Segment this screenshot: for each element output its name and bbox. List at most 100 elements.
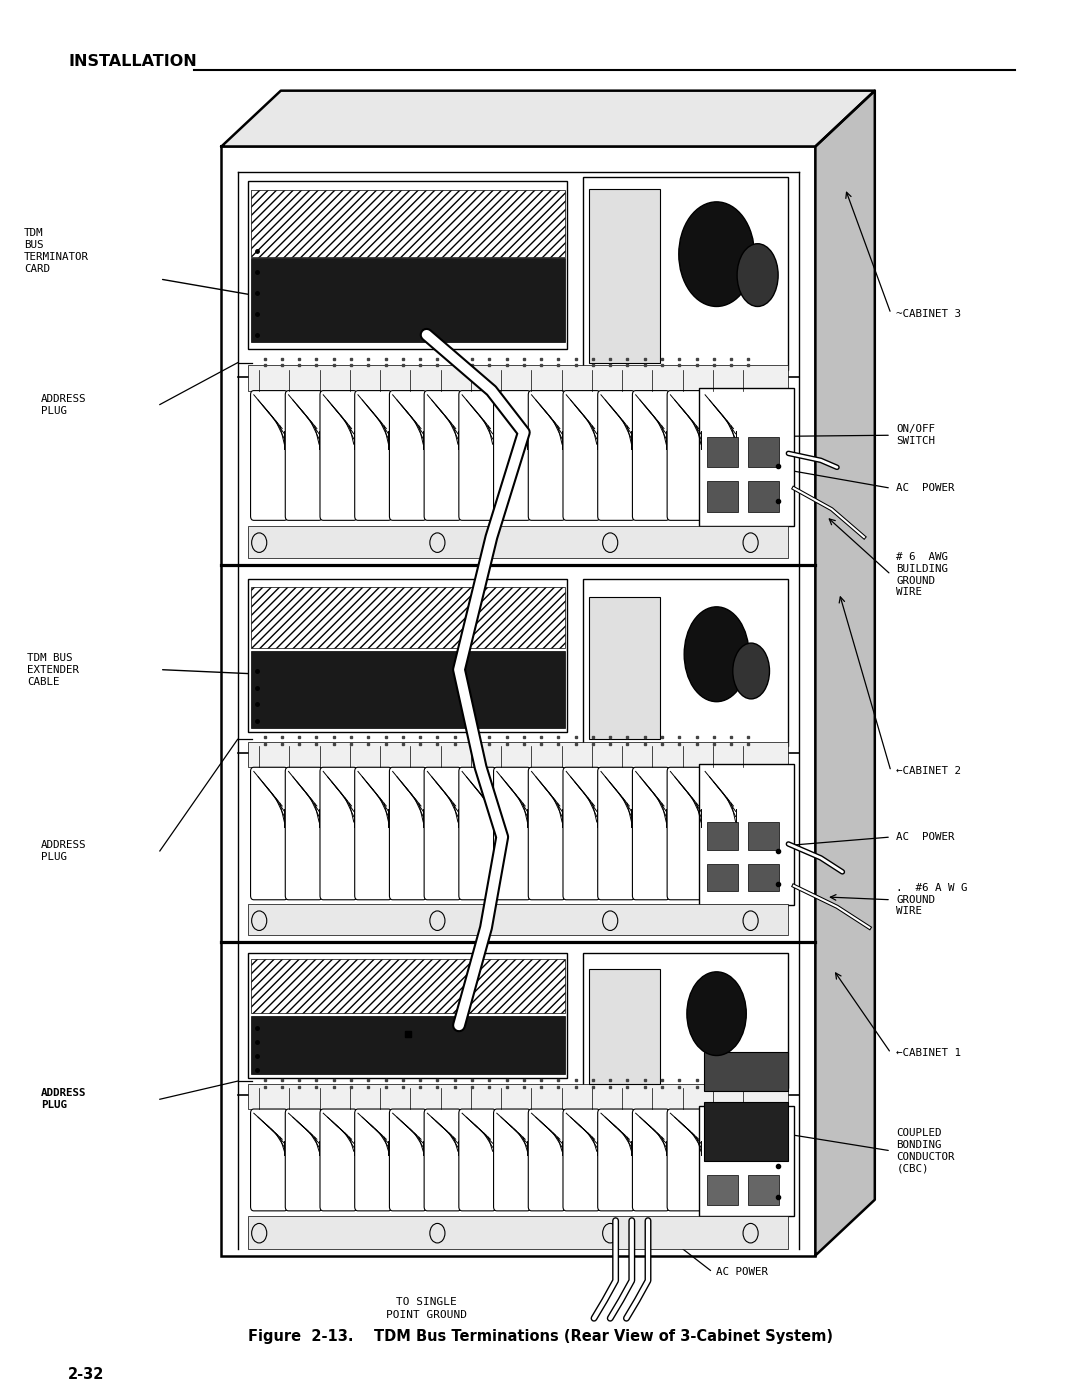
Bar: [748, 822, 779, 850]
Bar: [589, 970, 661, 1084]
Text: INSTALLATION: INSTALLATION: [68, 54, 197, 68]
Bar: [251, 651, 565, 728]
FancyBboxPatch shape: [494, 1109, 530, 1211]
FancyBboxPatch shape: [597, 767, 635, 900]
FancyBboxPatch shape: [667, 767, 704, 900]
FancyBboxPatch shape: [528, 767, 565, 900]
FancyBboxPatch shape: [320, 1109, 357, 1211]
Bar: [251, 258, 565, 342]
Text: ←CABINET 2: ←CABINET 2: [896, 766, 961, 777]
Text: COUPLED
BONDING
CONDUCTOR
(CBC): COUPLED BONDING CONDUCTOR (CBC): [896, 1129, 955, 1173]
Bar: [583, 177, 788, 370]
FancyBboxPatch shape: [494, 767, 530, 900]
Bar: [248, 365, 788, 391]
Text: # 6  AWG
BUILDING
GROUND
WIRE: # 6 AWG BUILDING GROUND WIRE: [896, 552, 948, 597]
FancyBboxPatch shape: [459, 1109, 496, 1211]
FancyBboxPatch shape: [285, 767, 322, 900]
FancyBboxPatch shape: [702, 391, 739, 520]
Bar: [704, 1102, 788, 1161]
FancyBboxPatch shape: [424, 391, 461, 520]
Text: AC  POWER: AC POWER: [896, 483, 955, 494]
FancyBboxPatch shape: [597, 391, 635, 520]
FancyBboxPatch shape: [667, 391, 704, 520]
Text: 2-32: 2-32: [68, 1367, 105, 1381]
FancyBboxPatch shape: [633, 1109, 670, 1211]
Polygon shape: [815, 91, 875, 1256]
Ellipse shape: [678, 202, 754, 307]
FancyBboxPatch shape: [424, 767, 461, 900]
Polygon shape: [221, 91, 875, 146]
Text: TDM BUS
EXTENDER
CABLE: TDM BUS EXTENDER CABLE: [27, 653, 79, 686]
FancyBboxPatch shape: [563, 391, 600, 520]
FancyBboxPatch shape: [494, 391, 530, 520]
FancyBboxPatch shape: [597, 1109, 635, 1211]
Text: TO SINGLE
POINT GROUND: TO SINGLE POINT GROUND: [387, 1297, 468, 1320]
Bar: [707, 822, 738, 850]
Text: ←CABINET 1: ←CABINET 1: [896, 1048, 961, 1059]
Bar: [251, 960, 565, 1013]
Bar: [704, 1052, 788, 1091]
FancyBboxPatch shape: [251, 1109, 287, 1211]
FancyBboxPatch shape: [424, 1109, 461, 1211]
FancyBboxPatch shape: [320, 391, 357, 520]
FancyBboxPatch shape: [563, 767, 600, 900]
Bar: [248, 904, 788, 935]
FancyBboxPatch shape: [459, 391, 496, 520]
Bar: [248, 1084, 788, 1109]
FancyBboxPatch shape: [459, 767, 496, 900]
FancyBboxPatch shape: [390, 767, 427, 900]
Bar: [248, 526, 788, 558]
FancyBboxPatch shape: [563, 1109, 600, 1211]
Bar: [707, 481, 738, 512]
FancyBboxPatch shape: [702, 1109, 739, 1211]
Text: ADDRESS
PLUG: ADDRESS PLUG: [41, 393, 86, 416]
Text: ON/OFF
SWITCH: ON/OFF SWITCH: [896, 424, 935, 446]
Bar: [583, 953, 788, 1088]
Text: ~CABINET 3: ~CABINET 3: [896, 308, 961, 319]
FancyBboxPatch shape: [633, 767, 670, 900]
FancyBboxPatch shape: [528, 1109, 565, 1211]
FancyBboxPatch shape: [390, 391, 427, 520]
Bar: [248, 742, 788, 767]
FancyBboxPatch shape: [251, 767, 287, 900]
Bar: [707, 437, 738, 467]
Text: Figure  2-13.    TDM Bus Terminations (Rear View of 3-Cabinet System): Figure 2-13. TDM Bus Terminations (Rear …: [247, 1329, 833, 1343]
FancyBboxPatch shape: [251, 391, 287, 520]
Ellipse shape: [737, 244, 778, 307]
Bar: [583, 579, 788, 746]
Text: .  #6 A W G
GROUND
WIRE: . #6 A W G GROUND WIRE: [896, 883, 968, 917]
Text: AC POWER: AC POWER: [716, 1267, 768, 1278]
Text: AC  POWER: AC POWER: [896, 831, 955, 843]
Text: TDM
BUS
TERMINATOR
CARD: TDM BUS TERMINATOR CARD: [24, 229, 89, 273]
Bar: [699, 388, 794, 526]
Ellipse shape: [732, 643, 769, 699]
Bar: [707, 1175, 738, 1205]
Bar: [248, 181, 567, 349]
Bar: [589, 597, 661, 739]
Text: ADDRESS
PLUG: ADDRESS PLUG: [41, 840, 86, 862]
FancyBboxPatch shape: [390, 1109, 427, 1211]
FancyBboxPatch shape: [702, 767, 739, 900]
FancyBboxPatch shape: [285, 391, 322, 520]
Bar: [748, 481, 779, 512]
Bar: [251, 190, 565, 257]
Bar: [748, 864, 779, 891]
FancyBboxPatch shape: [354, 1109, 392, 1211]
FancyBboxPatch shape: [354, 767, 392, 900]
FancyBboxPatch shape: [633, 391, 670, 520]
Bar: [699, 764, 794, 905]
Bar: [748, 437, 779, 467]
FancyBboxPatch shape: [528, 391, 565, 520]
Bar: [707, 864, 738, 891]
Bar: [589, 190, 661, 363]
FancyBboxPatch shape: [667, 1109, 704, 1211]
Bar: [248, 953, 567, 1078]
FancyBboxPatch shape: [285, 1109, 322, 1211]
Bar: [221, 146, 815, 1256]
Ellipse shape: [685, 607, 748, 702]
Bar: [748, 1175, 779, 1205]
FancyBboxPatch shape: [320, 767, 357, 900]
FancyBboxPatch shape: [354, 391, 392, 520]
Bar: [248, 1216, 788, 1249]
Bar: [248, 579, 567, 732]
